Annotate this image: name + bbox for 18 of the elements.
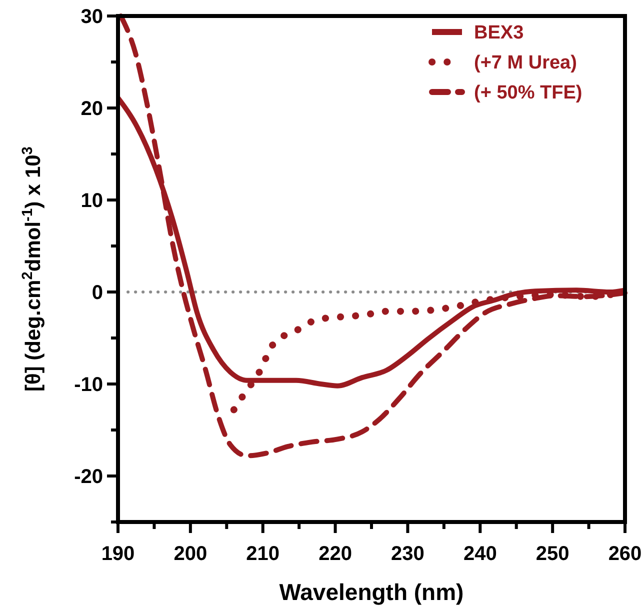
y-tick-label: 20	[80, 98, 103, 120]
x-tick-label: 220	[318, 543, 352, 565]
x-tick-label: 230	[391, 543, 424, 565]
y-tick-label: 30	[80, 6, 103, 28]
x-tick-label: 240	[463, 543, 497, 565]
y-tick-label: 0	[92, 282, 103, 304]
y-tick-label: -20	[74, 466, 103, 488]
legend-label: (+7 M Urea)	[474, 52, 577, 74]
y-tick-label: 10	[80, 190, 103, 212]
y-tick-label: -10	[74, 374, 103, 396]
x-tick-label: 200	[174, 543, 208, 565]
x-tick-label: 210	[246, 543, 280, 565]
legend-label: (+ 50% TFE)	[474, 82, 582, 104]
x-tick-label: 250	[536, 543, 570, 565]
x-axis-title: Wavelength (nm)	[279, 579, 464, 605]
x-tick-label: 190	[101, 543, 135, 565]
x-tick-label: 260	[608, 543, 642, 565]
legend-label: BEX3	[474, 22, 524, 44]
